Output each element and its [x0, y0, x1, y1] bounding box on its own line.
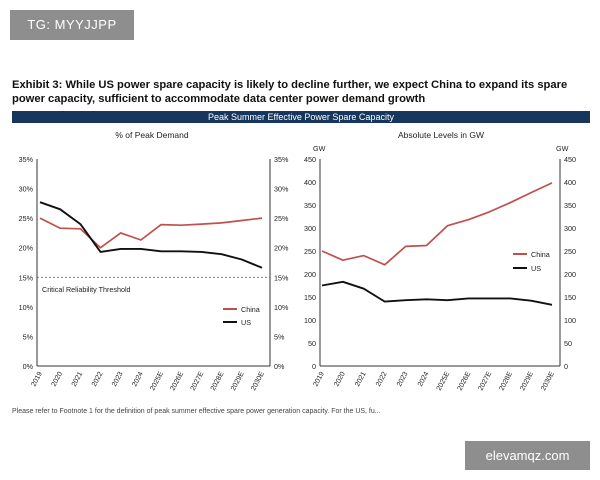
y-tick-right-label: 30%	[274, 185, 289, 194]
chart-right-unit-right: GW	[556, 144, 569, 153]
y-tick-right-label: 100	[564, 316, 576, 325]
x-tick-label: 2028E	[498, 371, 514, 392]
y-tick-left-label: 25%	[19, 214, 34, 223]
series-line-china	[39, 217, 263, 249]
x-tick-label: 2022	[91, 371, 105, 388]
y-tick-right-label: 25%	[274, 214, 289, 223]
chart-right-title: Absolute Levels in GW	[398, 130, 484, 140]
series-line-us	[39, 201, 263, 269]
y-tick-left-label: 200	[304, 270, 316, 279]
legend-china-label: China	[241, 305, 260, 314]
x-tick-label: 2023	[111, 371, 125, 388]
y-tick-left-label: 30%	[19, 185, 34, 194]
x-tick-label: 2019	[312, 371, 326, 388]
y-tick-right-label: 350	[564, 201, 576, 210]
x-tick-label: 2028E	[210, 371, 226, 392]
chart-left-title: % of Peak Demand	[115, 130, 189, 140]
x-tick-label: 2027E	[478, 371, 494, 392]
y-tick-left-label: 50	[308, 339, 316, 348]
y-tick-right-label: 200	[564, 270, 576, 279]
y-tick-left-label: 100	[304, 316, 316, 325]
legend-us-label: US	[241, 318, 251, 327]
y-tick-right-label: 250	[564, 247, 576, 256]
x-tick-label: 2026E	[457, 371, 473, 392]
x-tick-label: 2030E	[250, 371, 266, 392]
y-tick-left-label: 5%	[23, 332, 34, 341]
y-tick-left-label: 250	[304, 247, 316, 256]
y-tick-left-label: 15%	[19, 273, 34, 282]
x-tick-label: 2027E	[190, 371, 206, 392]
y-tick-right-label: 450	[564, 155, 576, 164]
x-tick-label: 2022	[375, 371, 389, 388]
x-tick-label: 2021	[354, 371, 368, 388]
y-tick-left-label: 450	[304, 155, 316, 164]
y-tick-right-label: 0%	[274, 362, 285, 371]
y-tick-left-label: 0	[312, 362, 316, 371]
y-tick-left-label: 0%	[23, 362, 34, 371]
y-tick-left-label: 20%	[19, 244, 34, 253]
legend-us-label-right: US	[531, 264, 541, 273]
chart-left: % of Peak Demand Critical Reliability Th…	[36, 130, 271, 367]
charts-area: % of Peak Demand Critical Reliability Th…	[19, 130, 576, 392]
y-tick-left-label: 400	[304, 178, 316, 187]
x-tick-label: 2023	[396, 371, 410, 388]
chart-right-unit-left: GW	[313, 144, 326, 153]
exhibit-title: Exhibit 3: While US power spare capacity…	[12, 79, 568, 105]
y-tick-left-label: 10%	[19, 303, 34, 312]
y-tick-right-label: 5%	[274, 332, 285, 341]
x-tick-label: 2025E	[436, 371, 452, 392]
y-tick-left-label: 300	[304, 224, 316, 233]
site-watermark: elevamqz.com	[465, 441, 590, 470]
series-line-china	[321, 182, 553, 266]
y-tick-right-label: 150	[564, 293, 576, 302]
y-tick-right-label: 35%	[274, 155, 289, 164]
y-tick-left-label: 350	[304, 201, 316, 210]
x-tick-label: 2026E	[170, 371, 186, 392]
chart-right: Absolute Levels in GW GW GW China US	[313, 130, 569, 367]
x-tick-label: 2021	[71, 371, 85, 388]
x-tick-label: 2029E	[519, 371, 535, 392]
x-tick-label: 2024	[131, 371, 145, 388]
x-tick-label: 2030E	[540, 371, 556, 392]
plot-layer: 35% 30% 25% 20% 15% 10% 5% 0% 35% 30% 25% 20% 15% 10%…	[19, 155, 576, 392]
x-tick-label: 2020	[51, 371, 65, 388]
y-tick-right-label: 300	[564, 224, 576, 233]
x-tick-label: 2024	[417, 371, 431, 388]
y-tick-right-label: 50	[564, 339, 572, 348]
x-tick-label: 2029E	[230, 371, 246, 392]
y-tick-right-label: 0	[564, 362, 568, 371]
telegram-tag: TG: MYYJJPP	[10, 10, 134, 40]
footnote: Please refer to Footnote 1 for the defin…	[12, 408, 381, 415]
y-tick-left-label: 35%	[19, 155, 34, 164]
y-tick-right-label: 10%	[274, 303, 289, 312]
y-tick-right-label: 20%	[274, 244, 289, 253]
y-tick-right-label: 15%	[274, 273, 289, 282]
legend-china-label-right: China	[531, 250, 550, 259]
threshold-label: Critical Reliability Threshold	[42, 285, 131, 294]
y-tick-left-label: 150	[304, 293, 316, 302]
band-title: Peak Summer Effective Power Spare Capaci…	[12, 111, 590, 123]
x-tick-label: 2019	[30, 371, 44, 388]
x-tick-label: 2025E	[149, 371, 165, 392]
y-tick-right-label: 400	[564, 178, 576, 187]
series-line-us	[321, 280, 553, 306]
x-tick-label: 2020	[333, 371, 347, 388]
